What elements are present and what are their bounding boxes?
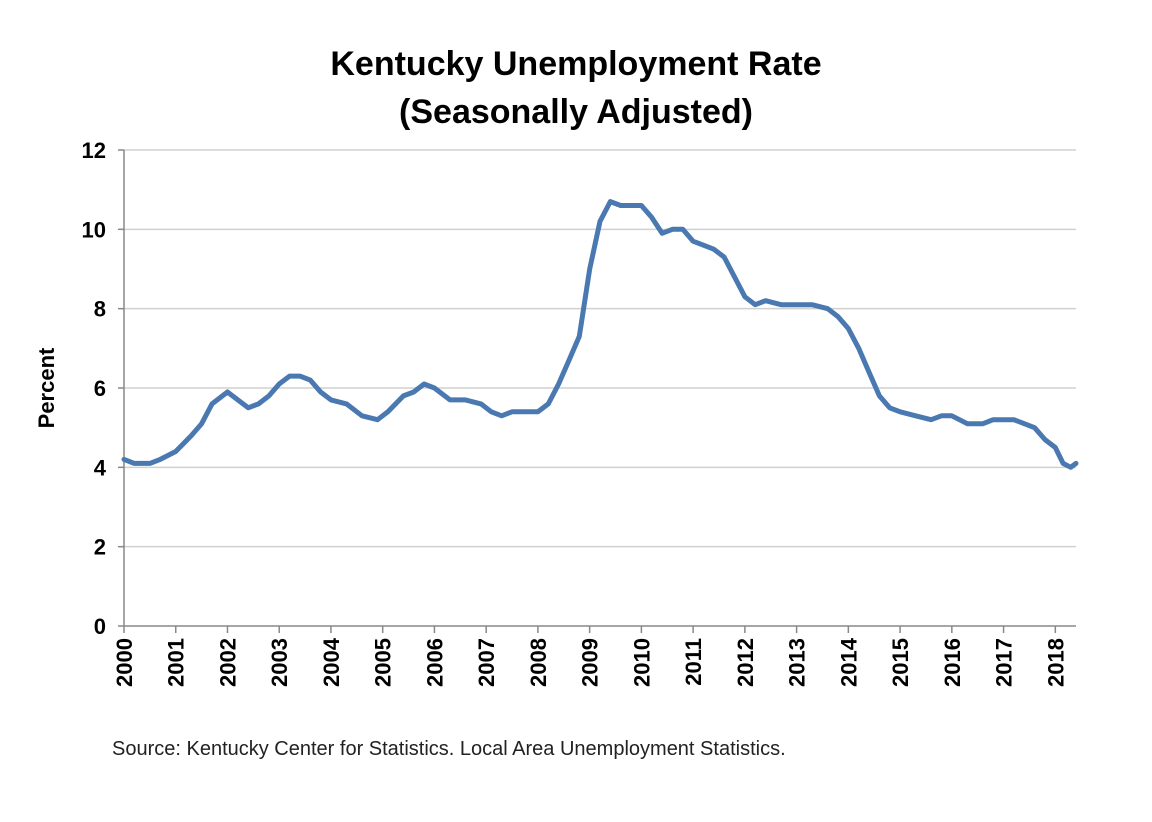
x-tick-label: 2011 — [681, 638, 706, 686]
x-tick-label: 2002 — [215, 638, 240, 687]
x-tick-label: 2010 — [629, 638, 654, 687]
series-line-kentucky-unemployment — [121, 199, 1079, 470]
y-tick-label: 8 — [94, 297, 106, 322]
y-tick-label: 10 — [82, 217, 106, 242]
x-tick-label: 2016 — [940, 638, 965, 687]
chart-subtitle: (Seasonally Adjusted) — [399, 93, 753, 131]
x-tick-label: 2015 — [888, 638, 913, 687]
x-tick-label: 2001 — [164, 638, 189, 687]
x-tick-label: 2014 — [836, 637, 861, 687]
x-tick-label: 2000 — [112, 638, 137, 687]
x-tick-label: 2003 — [267, 638, 292, 687]
x-tick-label: 2005 — [371, 638, 396, 687]
x-tick-label: 2009 — [578, 638, 603, 687]
x-tick-labels: 2000 2001 2002 2003 2004 2005 2006 2007 2008 2009… — [112, 637, 1068, 687]
y-tick-label: 2 — [94, 535, 106, 560]
chart-title: Kentucky Unemployment Rate (Seasonally A… — [0, 40, 1152, 136]
x-tick-label: 2012 — [733, 638, 758, 687]
x-tick-label: 2006 — [422, 638, 447, 687]
axes — [118, 149, 1076, 633]
x-tick-label: 2018 — [1043, 638, 1068, 687]
y-tick-labels: 0 2 4 6 8 10 12 — [82, 138, 107, 639]
source-note: Source: Kentucky Center for Statistics. … — [112, 738, 786, 760]
x-tick-label: 2007 — [474, 638, 499, 687]
x-tick-label: 2013 — [785, 638, 810, 687]
chart-title-main: Kentucky Unemployment Rate — [330, 45, 822, 83]
x-tick-label: 2017 — [992, 638, 1017, 687]
x-tick-label: 2004 — [319, 637, 344, 687]
y-tick-label: 0 — [94, 614, 106, 639]
y-tick-label: 6 — [94, 376, 106, 401]
y-tick-label: 12 — [82, 138, 106, 163]
y-tick-label: 4 — [94, 455, 107, 480]
x-tick-label: 2008 — [526, 638, 551, 687]
y-axis-label: Percent — [34, 347, 59, 428]
gridlines — [124, 149, 1076, 548]
